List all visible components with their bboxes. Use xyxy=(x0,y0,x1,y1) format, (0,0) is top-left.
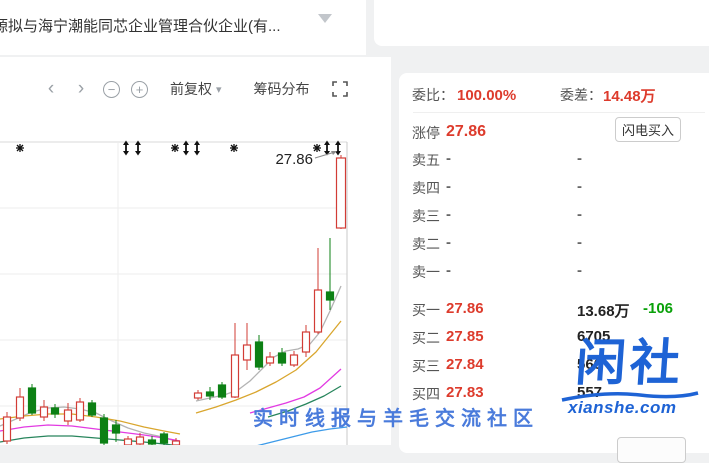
row-price[interactable]: - xyxy=(446,206,451,223)
chevron-down-icon: ▾ xyxy=(216,83,222,96)
adjust-label: 前复权 xyxy=(170,81,212,97)
watermark-swoosh xyxy=(561,391,699,402)
watermark-logo: 闲社 xianshe.com xyxy=(560,335,700,417)
row-volume: - xyxy=(577,206,582,223)
partial-button[interactable] xyxy=(617,437,686,463)
row-price[interactable]: 27.85 xyxy=(446,328,484,345)
next-arrow-icon[interactable]: › xyxy=(77,78,85,99)
row-volume: 566 xyxy=(577,356,603,373)
fullscreen-icon[interactable] xyxy=(331,81,348,97)
commission-ratio-row: 委比： 100.00% 委差： 14.48万 xyxy=(412,85,707,107)
buy-row[interactable]: 买一 27.86 13.68万 -106 xyxy=(412,300,707,322)
sell-row[interactable]: 卖五 - - xyxy=(412,150,707,172)
row-delta: -106 xyxy=(643,300,674,317)
chip-distribution-button[interactable]: 筹码分布 xyxy=(253,81,310,97)
row-volume: - xyxy=(577,234,582,251)
row-volume: - xyxy=(577,150,582,167)
adjust-dropdown[interactable]: 前复权 ▾ xyxy=(170,79,222,99)
sell-row[interactable]: 卖四 - - xyxy=(412,178,707,200)
sell-row[interactable]: 卖一 - - xyxy=(412,262,707,284)
flash-buy-button[interactable]: 闪电买入 xyxy=(615,117,681,142)
watermark-logo-text: 闲社 xyxy=(574,335,686,391)
prev-arrow-icon[interactable]: ‹ xyxy=(47,78,55,99)
weibi-value: 100.00% xyxy=(457,87,517,104)
row-price[interactable]: - xyxy=(446,262,451,279)
row-volume: 13.68万 xyxy=(577,303,630,320)
divider xyxy=(413,112,705,113)
weicha-label: 委差： xyxy=(560,87,602,103)
row-price[interactable]: - xyxy=(446,234,451,251)
row-price[interactable]: 27.84 xyxy=(446,356,484,373)
sell-row[interactable]: 卖二 - - xyxy=(412,234,707,256)
row-label: 买一 xyxy=(412,302,440,318)
weicha-value: 14.48万 xyxy=(603,88,656,105)
zoom-in-icon[interactable]: + xyxy=(131,80,148,98)
row-label: 买三 xyxy=(412,358,440,374)
stock-header: 源拟与海宁潮能同芯企业管理合伙企业(有... xyxy=(0,0,366,55)
row-label: 卖一 xyxy=(412,264,440,280)
chart-toolbar: ‹ › − + 前复权 ▾ 筹码分布 xyxy=(40,76,348,102)
limit-up-label: 涨停 xyxy=(412,125,440,141)
row-price[interactable]: 27.86 xyxy=(446,300,484,317)
row-label: 卖二 xyxy=(412,236,440,252)
chevron-down-icon[interactable] xyxy=(318,14,332,23)
watermark-slogan: 实时线报与羊毛交流社区 xyxy=(253,408,539,430)
watermark-site-url: xianshe.com xyxy=(568,398,677,417)
row-price[interactable]: - xyxy=(446,150,451,167)
row-label: 卖三 xyxy=(412,208,440,224)
row-label: 卖五 xyxy=(412,152,440,168)
row-price[interactable]: - xyxy=(446,178,451,195)
buy-row[interactable]: 买二 27.85 6705 xyxy=(412,328,707,350)
sell-row[interactable]: 卖三 - - xyxy=(412,206,707,228)
buy-row[interactable]: 买三 27.84 566 xyxy=(412,356,707,378)
row-price[interactable]: 27.83 xyxy=(446,384,484,401)
quote-panel: 委比： 100.00% 委差： 14.48万 涨停 27.86 闪电买入 卖五 - - 卖… xyxy=(399,73,709,453)
limit-up-row: 涨停 27.86 xyxy=(412,123,707,145)
weibi-label: 委比： xyxy=(412,87,454,103)
row-volume: 6705 xyxy=(577,328,611,345)
row-volume: - xyxy=(577,262,582,279)
row-label: 买二 xyxy=(412,330,440,346)
header-right-card xyxy=(374,0,709,46)
row-volume: - xyxy=(577,178,582,195)
limit-up-price: 27.86 xyxy=(446,123,487,140)
zoom-out-icon[interactable]: − xyxy=(103,80,120,98)
chart-panel xyxy=(0,57,391,445)
row-label: 卖四 xyxy=(412,180,440,196)
row-label: 买四 xyxy=(412,386,440,402)
stock-title[interactable]: 源拟与海宁潮能同芯企业管理合伙企业(有... xyxy=(0,18,281,35)
